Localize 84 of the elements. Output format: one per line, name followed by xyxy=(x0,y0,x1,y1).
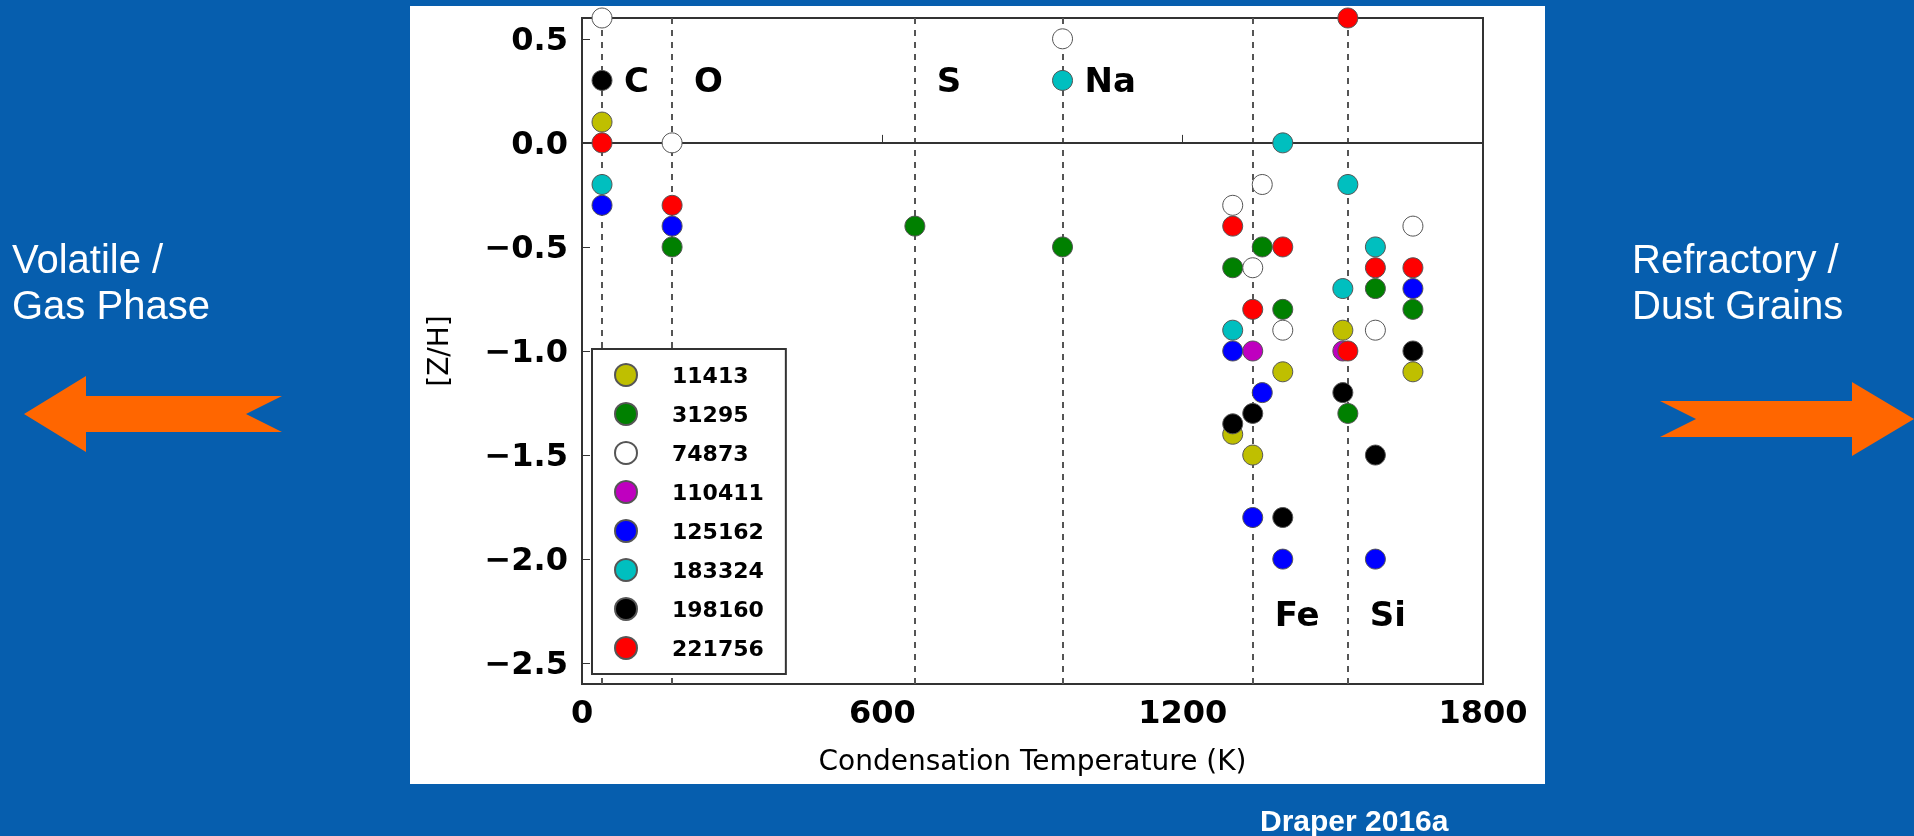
point xyxy=(591,174,613,195)
point xyxy=(1052,69,1074,91)
point xyxy=(1402,278,1424,300)
point xyxy=(1052,236,1074,258)
point xyxy=(1272,361,1294,383)
y-tick-label: −0.5 xyxy=(484,227,568,266)
ref-line-label: O xyxy=(694,60,724,100)
point xyxy=(661,236,683,258)
y-tick-label: −1.0 xyxy=(484,332,568,370)
point xyxy=(1364,444,1386,466)
point xyxy=(591,194,613,216)
y-tick-label: −2.0 xyxy=(484,540,568,579)
y-tick-label: 0.5 xyxy=(511,19,568,58)
legend-label: 221756 xyxy=(672,635,764,661)
point xyxy=(1337,174,1359,195)
point xyxy=(591,111,613,133)
point xyxy=(661,132,683,154)
point xyxy=(1242,444,1264,466)
y-axis-title: [Z/H] xyxy=(421,315,455,387)
point xyxy=(1222,257,1244,279)
point xyxy=(1222,340,1244,362)
legend-label: 74873 xyxy=(672,440,749,466)
legend-label: 11413 xyxy=(672,362,749,388)
ref-line-label: S xyxy=(936,60,962,100)
point xyxy=(1402,215,1424,237)
point xyxy=(1364,278,1386,300)
x-tick-label: 0 xyxy=(570,693,594,731)
point xyxy=(1402,361,1424,383)
point xyxy=(904,215,926,237)
point xyxy=(1364,548,1386,570)
x-axis-title: Condensation Temperature (K) xyxy=(818,743,1247,777)
point xyxy=(1272,132,1294,154)
legend-label: 183324 xyxy=(672,557,764,583)
point xyxy=(1222,413,1244,435)
ref-line-label: Na xyxy=(1084,60,1136,100)
point xyxy=(1332,382,1354,404)
text: Refractory / Dust Grains xyxy=(1632,236,1845,328)
point xyxy=(1251,236,1273,258)
ref-line-label: Fe xyxy=(1274,594,1320,634)
point xyxy=(1402,298,1424,320)
point xyxy=(1402,257,1424,279)
point xyxy=(1337,402,1359,424)
point xyxy=(1222,319,1244,341)
point xyxy=(1337,340,1359,362)
text: Volatile / Gas Phase xyxy=(12,236,211,328)
ref-line-label: C xyxy=(624,60,649,100)
point xyxy=(1251,174,1273,195)
point xyxy=(1364,257,1386,279)
x-tick-label: 600 xyxy=(848,693,916,731)
point xyxy=(1242,257,1264,279)
legend-label: 198160 xyxy=(672,596,764,622)
point xyxy=(1337,7,1359,29)
point xyxy=(1272,548,1294,570)
point xyxy=(1222,215,1244,237)
point xyxy=(591,7,613,29)
y-tick-label: 0.0 xyxy=(511,123,568,162)
point xyxy=(1332,278,1354,300)
point xyxy=(1242,298,1264,320)
point xyxy=(1242,402,1264,424)
point xyxy=(1272,319,1294,341)
legend-label: 31295 xyxy=(672,401,749,427)
legend-label: 125162 xyxy=(672,518,764,544)
point xyxy=(1251,382,1273,404)
point xyxy=(1272,507,1294,528)
y-tick-label: −2.5 xyxy=(484,644,568,683)
point xyxy=(1272,298,1294,320)
x-tick-label: 1800 xyxy=(1438,693,1528,731)
legend-label: 110411 xyxy=(672,479,764,505)
point xyxy=(1332,319,1354,341)
point xyxy=(1402,340,1424,362)
point xyxy=(1364,236,1386,258)
point xyxy=(1272,236,1294,258)
y-tick-label: −1.5 xyxy=(484,436,568,475)
point xyxy=(1242,507,1264,528)
point xyxy=(661,215,683,237)
x-tick-label: 1200 xyxy=(1138,693,1228,731)
point xyxy=(591,132,613,154)
point xyxy=(1364,319,1386,341)
point xyxy=(1052,28,1074,50)
point xyxy=(591,69,613,91)
point xyxy=(1222,194,1244,216)
ref-line-label: Si xyxy=(1369,594,1407,634)
point xyxy=(1242,340,1264,362)
point xyxy=(661,194,683,216)
